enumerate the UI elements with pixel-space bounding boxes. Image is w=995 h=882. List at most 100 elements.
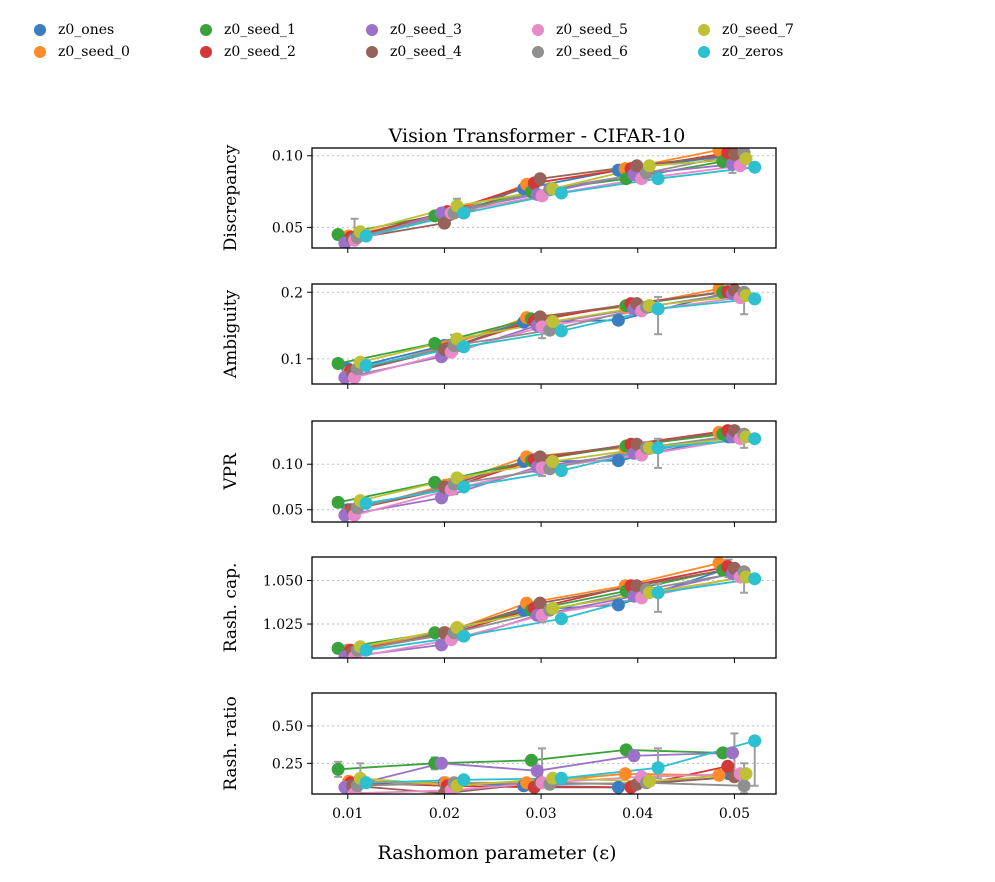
data-point-z0_seed_1 [428,337,442,350]
y-tick-label: 1.050 [263,574,303,590]
data-point-z0_zeros [359,229,373,243]
y-axis-label: Rash. cap. [221,563,241,653]
legend-label: z0_seed_1 [224,22,296,38]
legend-marker [34,24,46,36]
data-point-z0_seed_0 [712,768,726,782]
legend-item-z0_zeros: z0_zeros [698,42,783,62]
data-point-z0_seed_4 [533,172,547,186]
legend-item-z0_seed_6: z0_seed_6 [532,42,628,62]
data-point-z0_seed_4 [533,450,547,464]
data-point-z0_zeros [748,292,762,306]
data-point-z0_seed_3 [726,746,739,760]
x-tick-label: 0.02 [429,806,460,822]
data-point-z0_seed_4 [727,148,741,161]
legend-marker [698,46,710,58]
data-point-z0_zeros [748,432,762,446]
legend-marker [34,46,46,58]
data-group [331,284,762,384]
panels-group: 0.050.10Discrepancy0.10.2Ambiguity0.050.… [221,144,777,822]
data-point-z0_ones [611,313,625,327]
data-point-z0_seed_4 [533,596,547,610]
legend-label: z0_seed_0 [58,44,130,60]
data-point-z0_zeros [457,206,471,220]
data-group [331,557,762,658]
data-point-z0_zeros [748,160,762,174]
data-point-z0_zeros [651,302,665,316]
legend-label: z0_seed_2 [224,44,296,60]
data-point-z0_zeros [554,324,568,338]
data-point-z0_seed_1 [331,762,345,776]
y-tick-label: 1.025 [263,617,303,633]
legend-label: z0_seed_7 [722,22,794,38]
series-line-z0_seed_5 [354,296,741,379]
data-point-z0_seed_1 [331,641,345,655]
data-point-z0_zeros [554,464,568,478]
y-tick-label: 0.25 [272,756,303,772]
data-point-z0_seed_0 [618,767,632,781]
legend: z0_ones z0_seed_0 z0_seed_1 z0_seed_2 z0_see… [0,0,995,80]
y-axis-label: VPR [221,452,241,491]
data-point-z0_seed_7 [739,152,753,166]
data-point-z0_seed_7 [450,471,464,485]
data-point-z0_zeros [359,496,373,510]
data-point-z0_seed_1 [428,626,442,640]
data-point-z0_zeros [651,172,665,186]
panel-rash-ratio: 0.25 0.50 0.01 0.02 0.03 0.04 0.05 Rash. ratio [221,692,777,822]
data-group [331,732,762,794]
y-axis-label: Ambiguity [221,289,241,379]
legend-marker [200,46,212,58]
data-point-z0_ones [611,454,625,468]
legend-item-z0_seed_4: z0_seed_4 [366,42,462,62]
panel-frame [311,692,777,795]
data-point-z0_zeros [554,771,568,785]
data-point-z0_seed_4 [630,159,644,173]
y-tick-label: 0.05 [272,220,303,236]
data-point-z0_seed_3 [435,206,448,220]
legend-item-z0_seed_3: z0_seed_3 [366,20,462,40]
y-tick-label: 0.50 [272,719,303,735]
x-tick-label: 0.04 [622,806,653,822]
data-point-z0_zeros [651,441,665,455]
legend-item-z0_seed_0: z0_seed_0 [34,42,130,62]
data-group [331,148,762,248]
data-point-z0_seed_3 [435,638,448,652]
panel-vpr: 0.05 0.10 VPR [221,420,777,527]
legend-item-z0_seed_7: z0_seed_7 [698,20,794,40]
legend-marker [200,24,212,36]
legend-label: z0_seed_5 [556,22,628,38]
legend-marker [532,24,544,36]
data-point-z0_zeros [457,480,471,494]
data-point-z0_seed_1 [331,357,345,370]
legend-item-z0_seed_1: z0_seed_1 [200,20,296,40]
data-point-z0_zeros [457,773,471,787]
y-tick-label: 0.2 [281,285,303,301]
x-tick-label: 0.01 [332,806,363,822]
legend-marker [698,24,710,36]
y-tick-label: 0.05 [272,503,303,519]
legend-label: z0_seed_3 [390,22,462,38]
x-tick-label: 0.05 [719,806,750,822]
data-point-z0_ones [611,780,625,794]
data-point-z0_seed_4 [533,310,547,324]
panel-frame [311,420,777,523]
legend-label: z0_ones [58,22,115,38]
legend-marker [366,24,378,36]
data-point-z0_zeros [554,612,568,626]
panel-frame [311,556,777,659]
data-point-z0_seed_1 [524,753,538,767]
legend-marker [532,46,544,58]
data-point-z0_seed_1 [716,746,730,760]
x-axis-label: Rashomon parameter (ε) [377,842,616,864]
y-tick-label: 0.1 [281,352,303,368]
legend-label: z0_seed_6 [556,44,628,60]
panel-frame [311,147,777,249]
data-point-z0_seed_3 [627,749,641,763]
data-point-z0_seed_7 [546,455,560,468]
data-point-z0_zeros [554,186,568,200]
y-tick-label: 0.10 [272,457,303,473]
legend-label: z0_seed_4 [390,44,462,60]
data-point-z0_zeros [651,761,665,775]
data-point-z0_seed_7 [546,601,560,615]
data-point-z0_ones [611,598,625,612]
